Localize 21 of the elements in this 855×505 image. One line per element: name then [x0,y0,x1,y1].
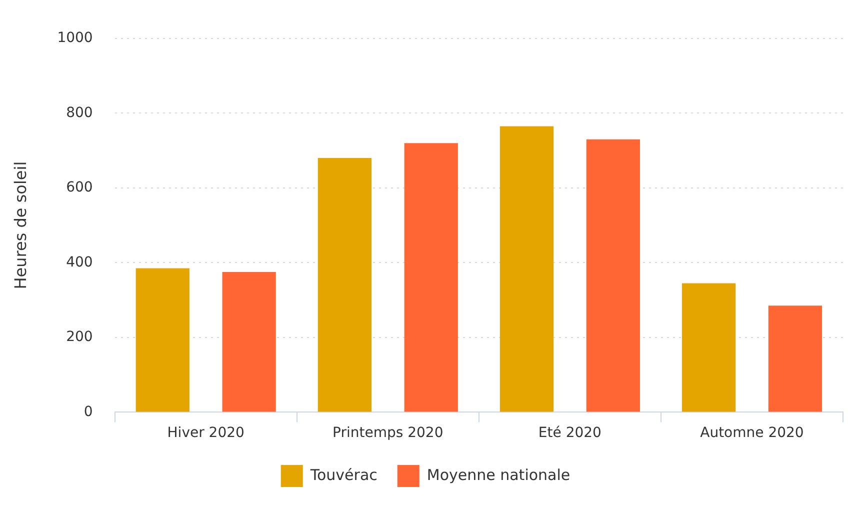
y-tick-label: 1000 [57,30,93,46]
y-tick-label: 200 [66,329,93,346]
bar [222,272,276,412]
x-tick-label: Automne 2020 [700,425,804,442]
bar [404,143,458,412]
bar [500,126,554,412]
bar [586,139,640,412]
legend-label: Touvérac [309,466,378,484]
y-axis-title: Heures de soleil [10,161,30,290]
x-tick-label: Printemps 2020 [332,425,444,442]
y-tick-label: 0 [84,404,93,420]
bar [682,283,736,412]
x-tick-label: Hiver 2020 [167,425,244,442]
legend-label: Moyenne nationale [426,466,570,484]
y-tick-label: 400 [66,254,93,270]
bar [136,268,190,412]
y-tick-label: 800 [66,104,93,121]
x-tick-label: Eté 2020 [538,425,602,442]
bar [318,158,372,412]
y-tick-label: 600 [66,180,93,196]
bar [768,306,822,412]
